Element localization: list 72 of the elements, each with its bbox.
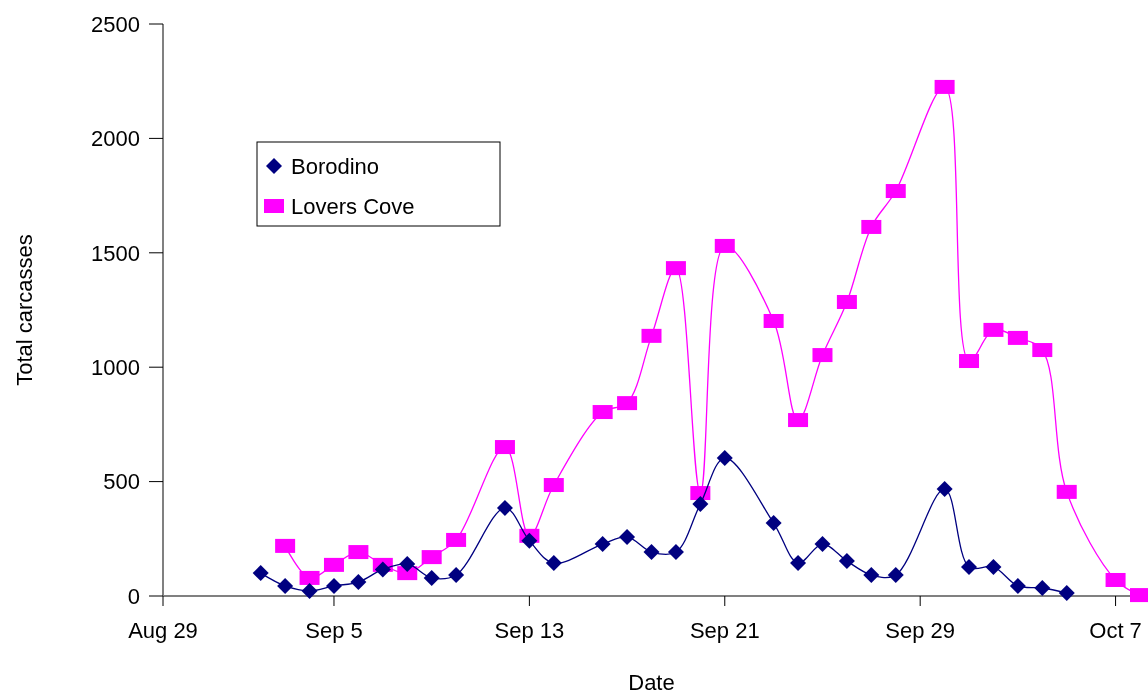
y-tick-label: 0 <box>127 583 140 609</box>
point <box>1058 585 1075 602</box>
point <box>619 528 636 545</box>
legend-label: Lovers Cove <box>291 193 415 219</box>
point <box>496 499 513 516</box>
point <box>814 536 831 553</box>
point <box>545 555 562 572</box>
point <box>448 566 465 583</box>
point <box>861 219 882 234</box>
y-tick-label: 2000 <box>91 126 140 152</box>
point <box>521 532 538 549</box>
x-tick-label: Sep 29 <box>885 618 956 643</box>
point <box>325 577 342 594</box>
point <box>323 557 344 572</box>
point <box>788 413 809 428</box>
point <box>374 561 391 578</box>
x-tick-label: Sep 21 <box>689 618 760 643</box>
point <box>423 569 440 586</box>
y-axis-title: Total carcasses <box>12 234 37 386</box>
x-tick-label: Sep 5 <box>305 618 363 643</box>
point <box>594 536 611 553</box>
point <box>838 552 855 569</box>
point <box>543 478 564 493</box>
point <box>446 532 467 547</box>
point <box>592 405 613 420</box>
x-tick-label: Oct 7 <box>1089 618 1142 643</box>
point <box>885 184 906 199</box>
point <box>836 294 857 309</box>
point <box>790 555 807 572</box>
x-tick-label: Sep 13 <box>494 618 565 643</box>
point <box>763 313 784 328</box>
point <box>667 544 684 561</box>
point <box>301 582 318 599</box>
point <box>1105 572 1126 587</box>
point <box>934 79 955 94</box>
y-tick-label: 1500 <box>91 240 140 266</box>
point <box>714 238 735 253</box>
point <box>985 558 1002 575</box>
point <box>350 574 367 591</box>
point <box>1007 330 1028 345</box>
point <box>1009 577 1026 594</box>
x-axis-title: Date <box>628 670 675 695</box>
point <box>617 396 638 411</box>
point <box>665 261 686 276</box>
point <box>959 354 980 369</box>
x-tick-label: Aug 29 <box>128 618 198 643</box>
point <box>716 450 733 467</box>
point <box>277 577 294 594</box>
point <box>1056 484 1077 499</box>
point <box>863 566 880 583</box>
y-tick-label: 1000 <box>91 354 140 380</box>
y-tick-label: 2500 <box>91 11 140 37</box>
point <box>643 544 660 561</box>
legend-label: Borodino <box>291 153 380 179</box>
point <box>494 440 515 455</box>
point <box>399 555 416 572</box>
y-tick-label: 500 <box>103 469 140 495</box>
point <box>765 515 782 532</box>
point <box>299 570 320 585</box>
point <box>692 496 709 513</box>
point <box>983 322 1004 337</box>
point <box>1034 579 1051 596</box>
point <box>641 328 662 343</box>
point <box>252 565 269 582</box>
point <box>275 538 296 553</box>
point <box>812 348 833 363</box>
point <box>421 550 442 565</box>
point <box>348 545 369 560</box>
point <box>887 566 904 583</box>
point <box>961 558 978 575</box>
point <box>936 480 953 497</box>
point <box>1032 343 1053 358</box>
